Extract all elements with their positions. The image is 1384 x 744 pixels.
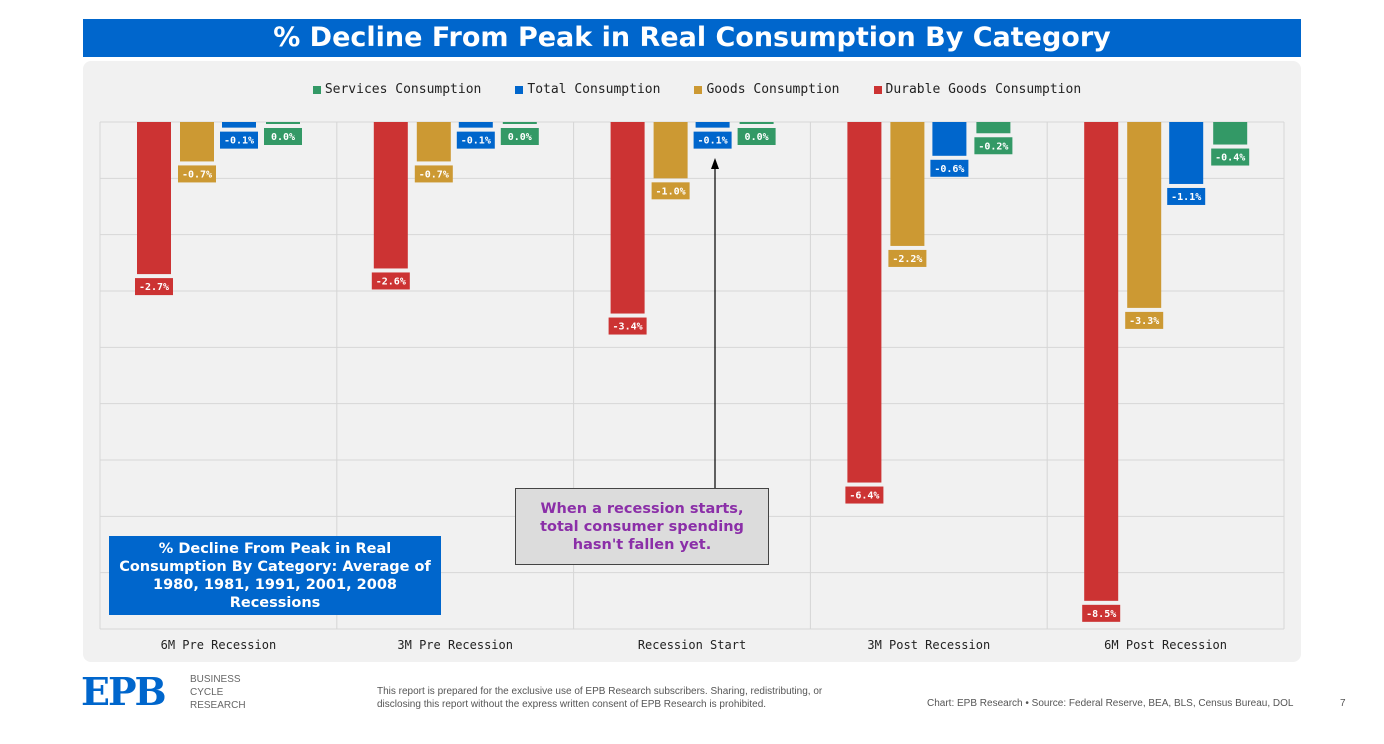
- bar-services-consumption: [266, 122, 300, 124]
- data-label-bg: [608, 317, 647, 335]
- data-label: -2.6%: [376, 276, 406, 287]
- data-label-bg: [1125, 311, 1164, 329]
- data-label-bg: [178, 165, 216, 183]
- x-tick-label: 3M Post Recession: [867, 638, 990, 652]
- data-label: -0.6%: [934, 164, 964, 175]
- data-label: -6.4%: [849, 491, 879, 502]
- chart-note: % Decline From Peak in Real Consumption …: [109, 536, 441, 615]
- legend-label: Services Consumption: [324, 82, 482, 97]
- data-label: 0.0%: [745, 132, 769, 143]
- data-label: 0.0%: [508, 132, 532, 143]
- bar-total-consumption: [222, 122, 256, 128]
- legend-swatch-icon: [515, 85, 524, 94]
- data-label: -0.7%: [419, 169, 449, 180]
- legend-label: Durable Goods Consumption: [885, 82, 1082, 97]
- logo-line: BUSINESS: [190, 674, 241, 685]
- source-text: Chart: EPB Research • Source: Federal Re…: [927, 698, 1294, 709]
- data-label-bg: [737, 128, 776, 145]
- data-label-bg: [693, 131, 732, 149]
- legend-swatch-icon: [694, 85, 703, 94]
- bar-total-consumption: [1169, 122, 1204, 184]
- data-label-bg: [1211, 148, 1250, 166]
- data-label: -8.5%: [1086, 609, 1116, 620]
- data-label: -2.7%: [139, 282, 169, 293]
- bar-services-consumption: [739, 122, 774, 124]
- bar-durable-goods-consumption: [373, 122, 408, 269]
- bar-total-consumption: [458, 122, 493, 128]
- data-label: -3.3%: [1129, 316, 1159, 327]
- data-label: 0.0%: [271, 132, 295, 143]
- data-label: -0.1%: [461, 136, 491, 147]
- x-tick-label: 6M Pre Recession: [161, 638, 277, 652]
- data-label-bg: [414, 165, 453, 183]
- legend-item: Total Consumption: [515, 82, 660, 97]
- data-label: -0.1%: [698, 136, 728, 147]
- data-label-bg: [845, 486, 884, 504]
- data-label-bg: [456, 131, 495, 149]
- disclaimer: This report is prepared for the exclusiv…: [377, 686, 823, 710]
- data-label: -3.4%: [613, 322, 643, 333]
- bar-goods-consumption: [1127, 122, 1162, 308]
- data-label-bg: [500, 128, 539, 145]
- data-label: -0.2%: [978, 141, 1008, 152]
- callout-annotation: When a recession starts, total consumer …: [515, 488, 769, 565]
- bar-services-consumption: [1213, 122, 1248, 145]
- data-label-bg: [220, 131, 258, 149]
- logo-line: RESEARCH: [190, 700, 246, 711]
- logo-line: CYCLE: [190, 687, 224, 698]
- page-number: 7: [1340, 698, 1346, 709]
- epb-logo: EPB: [81, 669, 167, 714]
- bar-goods-consumption: [416, 122, 451, 162]
- data-label-bg: [651, 182, 690, 200]
- data-label-bg: [974, 137, 1013, 155]
- bar-durable-goods-consumption: [847, 122, 882, 483]
- legend-swatch-icon: [873, 85, 882, 94]
- bar-durable-goods-consumption: [610, 122, 645, 314]
- bar-total-consumption: [695, 122, 730, 128]
- legend-swatch-icon: [312, 85, 321, 94]
- data-label: -0.1%: [224, 136, 254, 147]
- data-label-bg: [888, 249, 927, 267]
- bar-durable-goods-consumption: [137, 122, 171, 275]
- bar-total-consumption: [932, 122, 967, 156]
- x-tick-label: Recession Start: [638, 638, 746, 652]
- data-label: -1.0%: [656, 186, 686, 197]
- data-label: -0.4%: [1215, 153, 1245, 164]
- legend-label: Goods Consumption: [706, 82, 840, 97]
- data-label-bg: [371, 272, 410, 290]
- data-label-bg: [930, 159, 969, 177]
- x-tick-label: 3M Pre Recession: [397, 638, 513, 652]
- legend-item: Goods Consumption: [694, 82, 840, 97]
- legend: Services Consumption Total Consumption Goo…: [0, 82, 1384, 97]
- data-label-bg: [135, 278, 173, 296]
- bar-goods-consumption: [890, 122, 925, 246]
- bar-services-consumption: [976, 122, 1011, 134]
- chart-title: % Decline From Peak in Real Consumption …: [83, 19, 1301, 57]
- data-label: -0.7%: [182, 169, 212, 180]
- data-label-bg: [1082, 604, 1121, 622]
- data-label: -2.2%: [892, 254, 922, 265]
- data-label: -1.1%: [1171, 192, 1201, 203]
- arrowhead-icon: [711, 158, 719, 169]
- data-label-bg: [1167, 187, 1206, 205]
- bar-services-consumption: [502, 122, 537, 124]
- x-tick-label: 6M Post Recession: [1104, 638, 1227, 652]
- bar-durable-goods-consumption: [1084, 122, 1119, 601]
- legend-item: Durable Goods Consumption: [873, 82, 1082, 97]
- logo-text: BUSINESS CYCLE RESEARCH: [190, 673, 246, 712]
- data-label-bg: [264, 128, 302, 145]
- bar-goods-consumption: [180, 122, 214, 162]
- legend-label: Total Consumption: [527, 82, 661, 97]
- legend-item: Services Consumption: [312, 82, 482, 97]
- bar-goods-consumption: [653, 122, 688, 179]
